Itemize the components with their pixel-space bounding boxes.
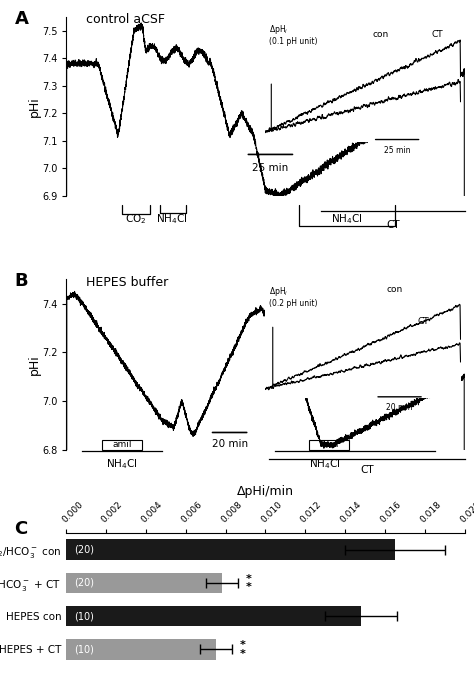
Bar xyxy=(66,639,216,660)
Bar xyxy=(66,539,395,560)
Text: *: * xyxy=(239,648,246,658)
Text: B: B xyxy=(15,272,28,291)
Text: (20): (20) xyxy=(74,545,94,554)
Text: (10): (10) xyxy=(74,644,94,654)
Text: 25 min: 25 min xyxy=(252,163,289,172)
Bar xyxy=(102,440,142,450)
X-axis label: ΔpHi/min: ΔpHi/min xyxy=(237,485,294,498)
Text: 20 min: 20 min xyxy=(211,439,248,449)
Text: CT: CT xyxy=(386,220,400,231)
Y-axis label: pHi: pHi xyxy=(27,96,40,117)
Text: CO$_2$: CO$_2$ xyxy=(125,212,147,226)
Bar xyxy=(66,573,222,593)
Text: (20): (20) xyxy=(74,578,94,588)
Text: A: A xyxy=(15,9,28,28)
Bar xyxy=(309,440,349,450)
Text: amil: amil xyxy=(319,440,339,449)
Text: NH$_4$Cl: NH$_4$Cl xyxy=(331,212,363,226)
Text: CT: CT xyxy=(360,464,374,475)
Text: *: * xyxy=(239,640,246,650)
Text: *: * xyxy=(246,582,251,592)
Text: control aCSF: control aCSF xyxy=(86,14,165,26)
Text: *: * xyxy=(246,573,251,583)
Text: NH$_4$Cl: NH$_4$Cl xyxy=(106,457,138,470)
Bar xyxy=(66,606,361,627)
Y-axis label: pHi: pHi xyxy=(27,354,40,375)
Text: amil: amil xyxy=(112,440,132,449)
Text: (10): (10) xyxy=(74,611,94,621)
Text: NH$_4$Cl: NH$_4$Cl xyxy=(156,212,188,226)
Text: NH$_4$Cl: NH$_4$Cl xyxy=(310,457,341,470)
Text: HEPES buffer: HEPES buffer xyxy=(86,276,169,289)
Text: C: C xyxy=(15,520,28,537)
